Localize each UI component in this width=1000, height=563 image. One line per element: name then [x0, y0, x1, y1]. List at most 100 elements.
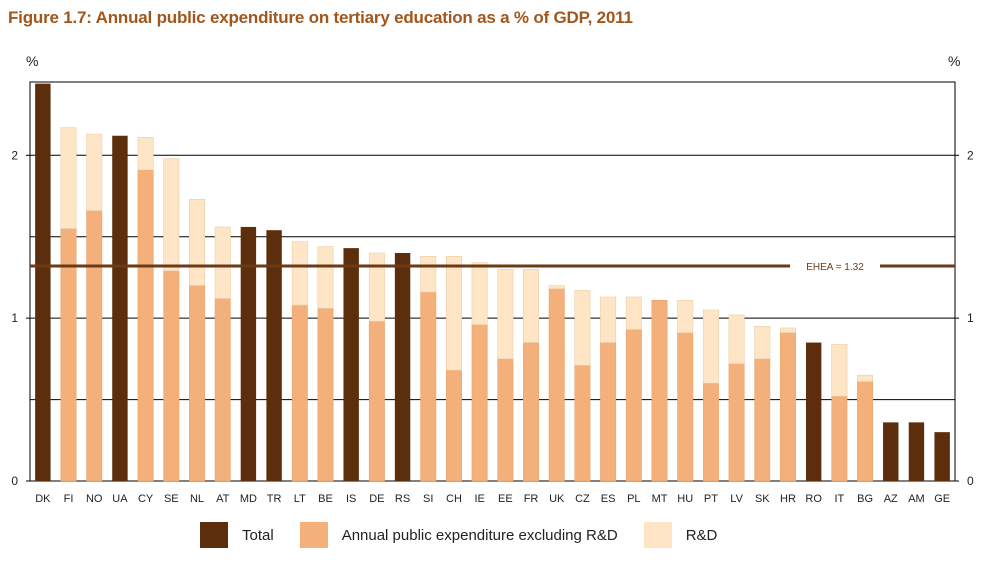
bar-total-rs	[394, 253, 411, 481]
bar-rd-lt	[291, 241, 308, 306]
x-tick-ee: EE	[498, 493, 513, 505]
bar-rd-nl	[189, 199, 205, 286]
x-tick-pt: PT	[704, 493, 718, 505]
plot-frame	[29, 81, 956, 482]
bar-rd-se	[163, 158, 180, 272]
bar-excl-rd-no	[86, 210, 103, 482]
chart-title: Figure 1.7: Annual public expenditure on…	[8, 8, 633, 27]
bar-rd-uk	[548, 285, 565, 290]
bar-total-dk	[35, 83, 51, 481]
bar-rd-cy	[137, 137, 154, 171]
legend: Total Annual public expenditure excludin…	[200, 522, 743, 548]
bar-rd-ie	[471, 262, 488, 325]
x-tick-be: BE	[318, 493, 333, 505]
legend-label-rd: R&D	[685, 526, 718, 544]
bar-excl-rd-ch	[446, 370, 462, 482]
bar-excl-rd-de	[368, 321, 385, 482]
bar-excl-rd-fr	[523, 342, 539, 482]
bar-total-am	[908, 422, 925, 481]
bar-total-ro	[805, 342, 822, 481]
y-tick-right: 0	[967, 474, 974, 488]
x-tick-at: AT	[216, 493, 230, 505]
bar-excl-rd-cz	[574, 365, 591, 482]
legend-swatch-rd	[643, 522, 672, 548]
bar-excl-rd-ee	[497, 358, 514, 482]
legend-swatch-total	[200, 522, 228, 548]
bar-rd-sk	[754, 326, 771, 360]
y-unit-right: %	[948, 53, 960, 69]
y-tick-left: 2	[11, 148, 18, 162]
x-tick-bg: BG	[857, 493, 873, 505]
bar-rd-no	[86, 133, 103, 211]
reference-line-label: EHEA = 1.32	[806, 262, 864, 273]
y-unit-left: %	[26, 53, 38, 69]
x-tick-nl: NL	[190, 493, 204, 505]
bar-excl-rd-es	[600, 342, 617, 482]
x-tick-ge: GE	[934, 493, 950, 505]
bar-excl-rd-lt	[291, 304, 308, 482]
x-tick-es: ES	[601, 493, 616, 505]
x-tick-md: MD	[240, 493, 257, 505]
bar-total-ua	[112, 135, 128, 481]
bar-excl-rd-uk	[548, 288, 565, 482]
x-tick-hr: HR	[780, 493, 796, 505]
bar-rd-cz	[574, 290, 591, 366]
x-tick-fi: FI	[64, 493, 74, 505]
bar-excl-rd-pt	[702, 383, 719, 482]
bar-excl-rd-bg	[857, 381, 874, 482]
bar-excl-rd-it	[831, 396, 848, 482]
bar-rd-es	[600, 296, 617, 343]
x-tick-no: NO	[86, 493, 103, 505]
x-tick-uk: UK	[549, 493, 565, 505]
x-tick-pl: PL	[627, 493, 640, 505]
bar-excl-rd-lv	[728, 363, 745, 482]
legend-item-excl-rd: Annual public expenditure excluding R&D	[299, 522, 618, 548]
x-tick-tr: TR	[267, 493, 282, 505]
bar-excl-rd-nl	[189, 285, 205, 482]
x-tick-az: AZ	[884, 493, 898, 505]
y-tick-right: 1	[967, 311, 974, 325]
bar-rd-fr	[523, 269, 539, 343]
bar-excl-rd-hr	[780, 332, 796, 482]
bar-rd-pl	[625, 296, 642, 330]
bar-rd-be	[317, 246, 334, 309]
bar-rd-lv	[728, 314, 745, 364]
bar-rd-it	[831, 343, 848, 397]
bar-rd-de	[368, 252, 385, 322]
x-tick-rs: RS	[395, 493, 410, 505]
bar-excl-rd-ie	[471, 324, 488, 482]
bar-chart: 0 0 1 1 2 2% % DK FI NO UA CY SE NL AT MD TR LT BE IS DE RS SI…	[11, 53, 974, 505]
x-tick-ua: UA	[112, 493, 128, 505]
x-tick-am: AM	[908, 493, 925, 505]
x-tick-it: IT	[834, 493, 844, 505]
x-tick-cz: CZ	[575, 493, 590, 505]
x-tick-ro: RO	[805, 493, 822, 505]
bar-rd-at	[214, 226, 231, 299]
bar-rd-bg	[857, 374, 874, 382]
bar-rd-ch	[446, 256, 462, 371]
bar-rd-hr	[780, 327, 796, 334]
legend-item-rd: R&D	[643, 522, 718, 548]
y-tick-left: 1	[11, 311, 18, 325]
bar-excl-rd-se	[163, 270, 180, 482]
bar-total-tr	[266, 230, 282, 481]
x-tick-dk: DK	[35, 493, 51, 505]
x-tick-lv: LV	[730, 493, 743, 505]
x-tick-fr: FR	[524, 493, 539, 505]
bar-rd-fi	[60, 127, 77, 229]
bar-rd-hu	[677, 299, 694, 334]
bar-excl-rd-sk	[754, 358, 771, 482]
bar-total-md	[240, 226, 257, 481]
bar-rd-ee	[497, 269, 514, 360]
legend-item-total: Total	[200, 522, 274, 548]
bar-total-is	[343, 248, 359, 481]
x-tick-de: DE	[369, 493, 384, 505]
bar-rd-si	[420, 256, 437, 293]
bar-excl-rd-be	[317, 308, 334, 482]
bar-excl-rd-mt	[651, 299, 668, 482]
bar-excl-rd-cy	[137, 169, 154, 482]
bar-excl-rd-si	[420, 291, 437, 482]
y-tick-right: 2	[967, 148, 974, 162]
y-tick-left: 0	[11, 474, 18, 488]
bar-excl-rd-at	[214, 298, 231, 482]
